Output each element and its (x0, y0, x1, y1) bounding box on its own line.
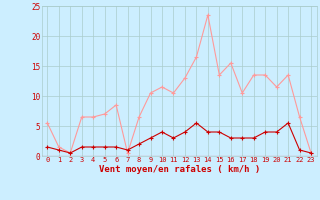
X-axis label: Vent moyen/en rafales ( km/h ): Vent moyen/en rafales ( km/h ) (99, 165, 260, 174)
